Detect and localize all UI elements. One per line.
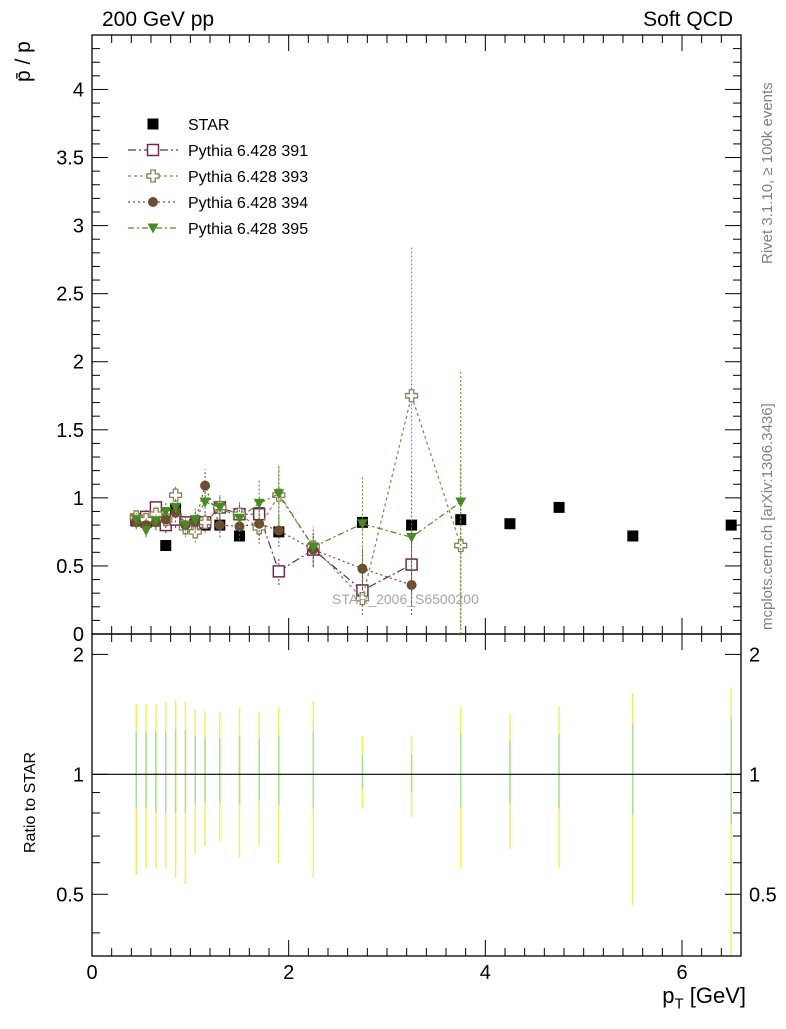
data-point (160, 506, 172, 517)
data-point (307, 542, 319, 553)
data-point-star (160, 540, 172, 552)
data-point (140, 526, 152, 537)
data-point-star (504, 518, 516, 530)
x-axis-title: pT [GeV] (662, 983, 746, 1012)
y-tick-label: 3 (73, 216, 84, 238)
data-point (404, 389, 419, 403)
data-point (150, 516, 162, 527)
legend-marker-pythia-6-428-393 (146, 169, 160, 183)
data-point (214, 502, 226, 513)
y-tick-label: 2 (73, 352, 84, 374)
series-line (135, 493, 462, 548)
data-point (200, 480, 211, 491)
ratio-plot-frame (91, 633, 742, 957)
data-point (130, 515, 142, 526)
rivet-version-text: Rivet 3.1.10, ≥ 100k events (759, 82, 776, 264)
data-point (254, 518, 265, 529)
y-tick-label: 3.5 (56, 148, 84, 170)
data-point (179, 520, 191, 531)
data-point (355, 591, 370, 606)
data-point (199, 497, 211, 508)
data-point (406, 532, 418, 543)
data-point (273, 525, 284, 536)
data-point-star (725, 519, 737, 531)
legend: STAR Pythia 6.428 391 Pythia 6.428 393 Pyth… (128, 117, 308, 238)
data-point-star (553, 501, 565, 513)
y-tick-label: 0.5 (56, 556, 84, 578)
data-point (168, 488, 183, 502)
data-point (214, 520, 225, 531)
x-tick-label: 0 (86, 962, 97, 984)
mcplots-text: mcplots.cern.ch [arXiv:1306.3436] (759, 403, 776, 630)
ratio-tick-label-left: 0.5 (56, 884, 84, 906)
header-right-label: Soft QCD (643, 8, 733, 31)
legend-label-pythia-6-428-395: Pythia 6.428 395 (188, 221, 308, 238)
y-tick-label: 1.5 (56, 420, 84, 442)
data-point-star (455, 514, 467, 526)
x-tick-label: 6 (676, 962, 687, 984)
legend-label-pythia-6-428-394: Pythia 6.428 394 (188, 195, 308, 212)
data-point (273, 489, 285, 500)
legend-label-star: STAR (188, 117, 229, 134)
x-axis-title-text: pT [GeV] (662, 983, 746, 1013)
series-line (136, 393, 462, 600)
legend-label-pythia-6-428-393: Pythia 6.428 393 (188, 169, 308, 186)
ratio-tick-label-left: 1 (73, 764, 84, 786)
data-point (455, 497, 467, 508)
y-tick-label: 4 (73, 79, 84, 101)
y-tick-label: 0 (73, 624, 84, 646)
legend-marker-pythia-6-428-391 (146, 143, 160, 157)
y-tick-label: 1 (73, 488, 84, 510)
data-point (234, 513, 245, 524)
ratio-tick-label-left: 2 (73, 644, 84, 666)
data-point (253, 498, 265, 509)
ratio-axis-title: Ratio to STAR (22, 751, 39, 853)
legend-label-pythia-6-428-391: Pythia 6.428 391 (188, 143, 308, 160)
legend-marker-pythia-6-428-394 (148, 197, 158, 207)
y-axis-title: p̄ / p (12, 41, 35, 82)
data-point (170, 502, 182, 513)
data-point (189, 515, 201, 526)
data-point (357, 563, 368, 574)
ratio-tick-label-right: 1 (749, 764, 760, 786)
ratio-tick-label-right: 0.5 (749, 884, 777, 906)
x-tick-label: 4 (480, 962, 491, 984)
data-point-star (627, 530, 639, 542)
data-point (356, 519, 368, 530)
legend-marker-star (147, 118, 159, 130)
series-pythia-6-428-395 (130, 369, 467, 634)
analysis-label: STAR_2006_S6500200 (332, 591, 479, 607)
data-point (272, 565, 286, 578)
header-left-label: 200 GeV pp (102, 8, 215, 31)
x-tick-label: 2 (283, 962, 294, 984)
y-tick-label: 2.5 (56, 284, 84, 306)
legend-marker-pythia-6-428-395 (147, 223, 159, 234)
ratio-tick-label-right: 2 (749, 644, 760, 666)
